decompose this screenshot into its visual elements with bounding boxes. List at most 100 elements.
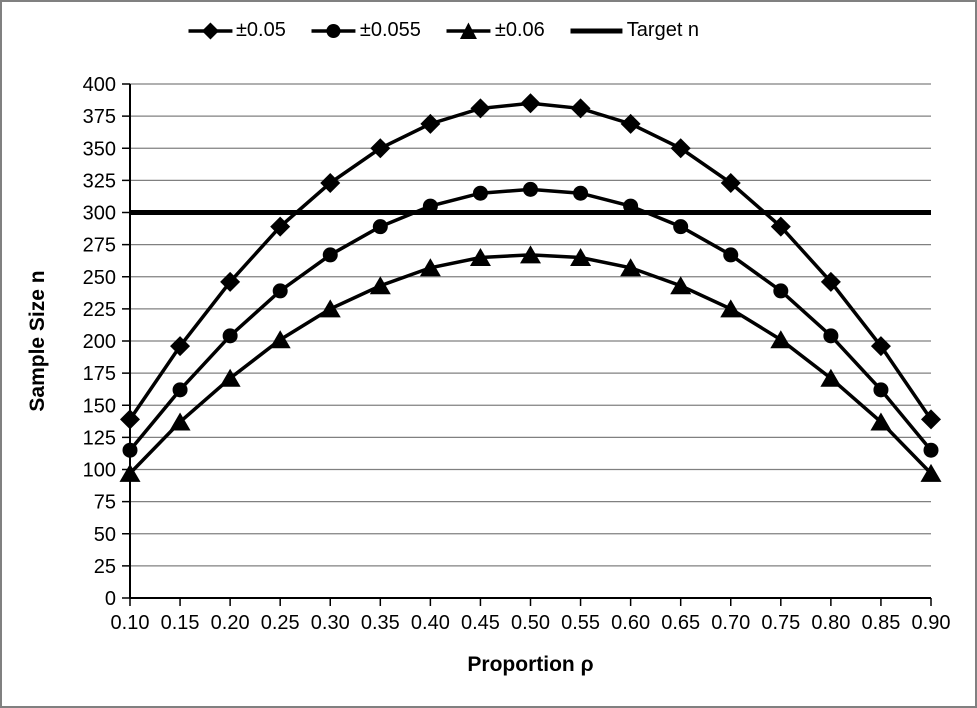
data-point-marker (620, 258, 642, 277)
data-point-marker (370, 138, 391, 159)
data-point-marker (269, 330, 291, 349)
x-tick-label: 0.70 (711, 612, 750, 634)
data-point-marker (470, 98, 491, 119)
y-tick-label: 250 (83, 267, 116, 289)
data-point-marker (720, 299, 742, 318)
y-tick-label: 0 (105, 588, 116, 610)
legend-item-pm0055: ±0.055 (311, 19, 421, 42)
y-tick-label: 400 (83, 74, 116, 96)
data-point-marker (873, 382, 889, 398)
legend-circle-marker-icon (311, 23, 356, 38)
data-point-marker (773, 283, 789, 299)
data-point-marker (673, 219, 689, 235)
data-point-marker (573, 185, 589, 201)
data-point-marker (520, 93, 541, 114)
x-tick-label: 0.75 (761, 612, 800, 634)
data-point-marker (422, 198, 438, 214)
data-point-marker (921, 409, 941, 430)
x-tick-label: 0.85 (861, 612, 900, 634)
y-tick-label: 100 (83, 460, 116, 482)
x-tick-label: 0.25 (261, 612, 300, 634)
x-tick-label: 0.40 (411, 612, 450, 634)
data-point-marker (320, 172, 341, 193)
y-tick-label: 325 (83, 170, 116, 192)
data-point-marker (770, 330, 792, 349)
y-axis-title: Sample Size n (26, 270, 49, 412)
legend-label: ±0.055 (359, 19, 421, 41)
data-point-marker (870, 412, 892, 431)
x-tick-label: 0.80 (811, 612, 850, 634)
data-point-marker (222, 328, 238, 344)
legend-label: ±0.06 (494, 19, 545, 41)
x-tick-label: 0.60 (611, 612, 650, 634)
y-tick-label: 375 (83, 106, 116, 128)
y-tick-label: 225 (83, 299, 116, 321)
y-tick-label: 275 (83, 235, 116, 257)
y-tick-label: 175 (83, 363, 116, 385)
data-point-marker (469, 247, 491, 266)
x-tick-label: 0.50 (511, 612, 550, 634)
x-tick-label: 0.55 (561, 612, 600, 634)
data-point-marker (570, 247, 592, 266)
y-tick-label: 125 (83, 427, 116, 449)
data-point-marker (670, 276, 692, 295)
data-point-marker (770, 216, 791, 237)
data-point-marker (322, 247, 338, 263)
legend-label: ±0.05 (235, 19, 286, 41)
data-point-marker (272, 283, 288, 299)
x-tick-label: 0.30 (311, 612, 350, 634)
y-tick-label: 300 (83, 203, 116, 225)
legend-triangle-marker-icon (446, 22, 491, 39)
series-line (128, 253, 933, 475)
data-point-marker (720, 172, 741, 193)
y-tick-label: 200 (83, 331, 116, 353)
data-point-marker (419, 258, 441, 277)
legend-diamond-marker-icon (187, 22, 232, 39)
series-line (128, 187, 933, 452)
legend-label: Target n (626, 19, 700, 41)
x-tick-label: 0.15 (161, 612, 200, 634)
legend-target-line-icon (570, 28, 623, 33)
data-point-marker (219, 368, 241, 387)
data-point-marker (369, 276, 391, 295)
data-point-marker (119, 463, 141, 482)
y-tick-label: 25 (94, 556, 116, 578)
data-point-marker (170, 336, 191, 357)
data-point-marker (120, 409, 140, 430)
data-point-marker (820, 271, 841, 292)
data-point-marker (169, 412, 191, 431)
data-point-marker (723, 247, 739, 263)
y-tick-label: 50 (94, 524, 116, 546)
legend-item-target-n: Target n (570, 19, 700, 42)
data-point-marker (670, 138, 691, 159)
data-point-marker (823, 328, 839, 344)
data-point-marker (523, 181, 538, 197)
data-point-marker (420, 113, 441, 134)
data-point-marker (172, 382, 188, 398)
data-point-marker (270, 216, 291, 237)
x-tick-label: 0.20 (211, 612, 250, 634)
data-point-marker (520, 245, 541, 264)
data-point-marker (122, 442, 138, 458)
data-point-marker (820, 368, 842, 387)
data-point-marker (620, 113, 641, 134)
data-point-marker (372, 219, 388, 235)
data-point-marker (920, 463, 942, 482)
y-tick-label: 150 (83, 395, 116, 417)
data-point-marker (472, 185, 488, 201)
data-point-marker (870, 336, 891, 357)
legend-item-pm006: ±0.06 (446, 19, 545, 42)
legend-item-pm005: ±0.05 (187, 19, 286, 42)
data-point-marker (220, 271, 241, 292)
x-tick-label: 0.90 (912, 612, 951, 634)
data-point-marker (623, 198, 639, 214)
y-tick-label: 75 (94, 492, 116, 514)
data-point-marker (923, 442, 939, 458)
x-axis-title: Proportion ρ (467, 653, 594, 676)
x-tick-label: 0.45 (461, 612, 500, 634)
x-tick-label: 0.65 (661, 612, 700, 634)
chart-legend: ±0.05 ±0.055 ±0.06 Target n (187, 19, 700, 42)
y-tick-label: 350 (83, 138, 116, 160)
